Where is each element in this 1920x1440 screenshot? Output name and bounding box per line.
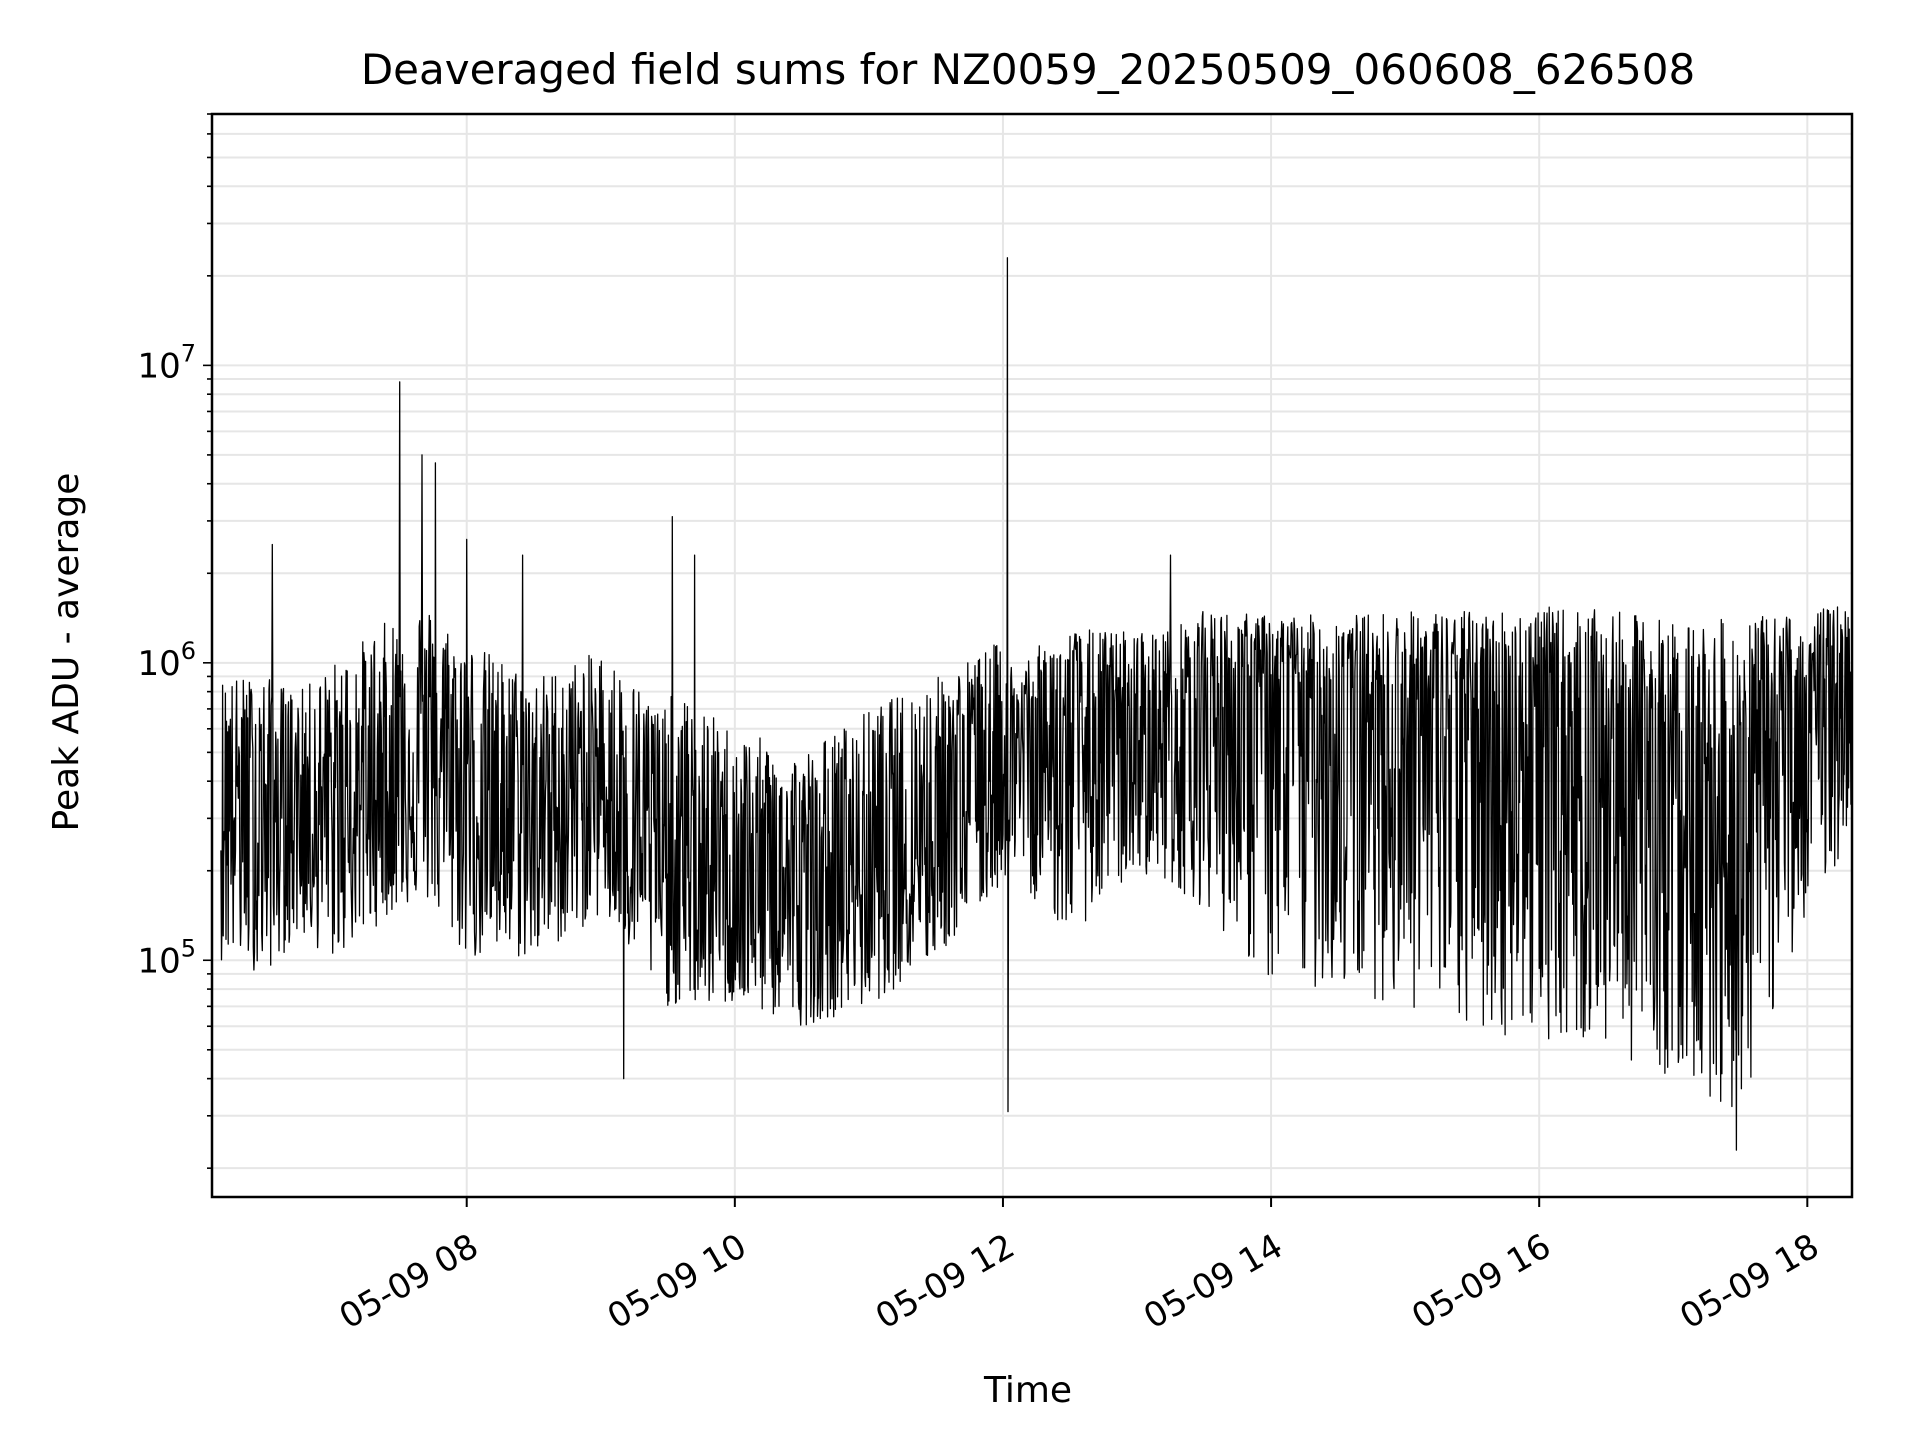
y-tick-label: 106 — [137, 637, 196, 684]
chart-title: Deaveraged field sums for NZ0059_2025050… — [361, 45, 1695, 94]
y-tick-label: 105 — [137, 934, 196, 981]
series-line — [220, 257, 1853, 1151]
y-axis-label: Peak ADU - average — [46, 473, 87, 832]
plot-area — [220, 257, 1853, 1151]
y-tick-label: 107 — [137, 339, 196, 386]
x-axis-label: Time — [983, 1370, 1072, 1411]
plot-frame — [210, 112, 1854, 1199]
